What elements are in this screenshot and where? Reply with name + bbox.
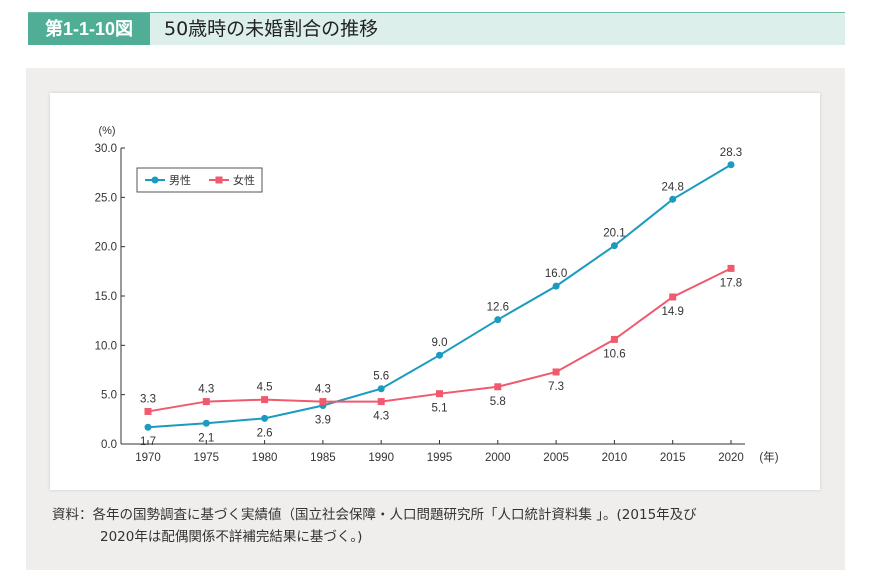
data-point-male (669, 195, 677, 203)
data-label: 1.7 (140, 436, 156, 448)
data-label: 20.1 (603, 228, 625, 240)
data-label: 2.1 (198, 432, 214, 444)
line-chart: 0.0 5.0 10.0 15.0 20.0 25.0 30.0 (%) 1970 1975 198… (95, 125, 779, 464)
data-point-female (202, 398, 210, 406)
data-label: 17.8 (720, 277, 742, 289)
x-tick-label: 2015 (660, 452, 686, 464)
data-point-male (727, 161, 735, 169)
data-label: 10.6 (603, 348, 625, 360)
source-note: 資料：各年の国勢調査に基づく実績値（国立社会保障・人口問題研究所「人口統計資料集… (52, 504, 697, 548)
data-point-female (727, 264, 735, 272)
data-label: 4.3 (373, 411, 389, 423)
data-point-male (436, 351, 443, 359)
series-line-male (147, 163, 732, 429)
y-tick-label: 10.0 (95, 340, 117, 352)
data-point-male (261, 414, 269, 422)
data-point-female (610, 335, 618, 343)
data-label: 28.3 (720, 147, 742, 159)
source-line-1: 資料：各年の国勢調査に基づく実績値（国立社会保障・人口問題研究所「人口統計資料集… (52, 507, 697, 523)
data-point-female (552, 368, 560, 376)
data-label: 5.6 (373, 371, 389, 383)
data-label: 5.1 (432, 403, 448, 415)
data-point-female (436, 390, 443, 398)
y-tick-label: 30.0 (95, 143, 117, 155)
x-tick-label: 2020 (718, 452, 744, 464)
legend-label: 男性 (169, 173, 191, 187)
data-label: 12.6 (487, 302, 509, 314)
x-tick-label: 1990 (368, 452, 394, 464)
x-tick-label: 1985 (310, 452, 336, 464)
y-tick-label: 15.0 (95, 291, 117, 303)
data-point-male (377, 385, 385, 393)
data-label: 2.6 (257, 427, 273, 439)
data-point-male (144, 423, 152, 431)
legend-label: 女性 (233, 173, 255, 187)
data-point-male (610, 242, 618, 250)
x-tick-label: 1970 (135, 452, 161, 464)
legend-marker-male (151, 176, 159, 184)
y-tick-label: 20.0 (95, 242, 117, 254)
data-label: 3.3 (140, 393, 156, 405)
figure-number: 第1-1-10図 (28, 13, 150, 45)
x-axis-label: (年) (759, 450, 778, 464)
x-tick-label: 2000 (485, 452, 511, 464)
y-tick-label: 0.0 (101, 439, 117, 451)
data-label: 4.3 (198, 384, 214, 396)
data-point-female (261, 396, 269, 404)
data-label: 9.0 (432, 337, 448, 349)
data-point-female (377, 398, 385, 406)
data-label: 4.5 (257, 382, 273, 394)
data-label: 7.3 (548, 381, 564, 393)
source-line-2: 2020年は配偶関係不詳補完結果に基づく。) (100, 529, 363, 545)
data-point-male (552, 282, 560, 290)
data-label: 14.9 (662, 306, 684, 318)
data-label: 4.3 (315, 384, 331, 396)
data-point-female (319, 398, 327, 406)
chart-panel: 0.0 5.0 10.0 15.0 20.0 25.0 30.0 (%) 1970 1975 198… (50, 93, 820, 490)
x-tick-label: 2010 (602, 452, 628, 464)
data-point-male (202, 419, 210, 427)
y-axis-label: (%) (98, 125, 115, 137)
data-label: 24.8 (662, 181, 684, 193)
data-point-male (494, 316, 502, 324)
x-tick-label: 1975 (194, 452, 220, 464)
data-point-female (494, 383, 502, 391)
data-point-female (144, 407, 152, 415)
data-point-female (669, 293, 677, 301)
title-bar: 第1-1-10図 50歳時の未婚割合の推移 (28, 12, 845, 45)
data-label: 3.9 (315, 415, 331, 427)
x-tick-label: 2005 (543, 452, 569, 464)
figure-container: 0.0 5.0 10.0 15.0 20.0 25.0 30.0 (%) 1970 1975 198… (26, 68, 845, 570)
data-label: 5.8 (490, 396, 506, 408)
y-tick-label: 25.0 (95, 192, 117, 204)
legend-marker-female (215, 176, 223, 184)
x-tick-label: 1995 (427, 452, 453, 464)
x-tick-label: 1980 (252, 452, 278, 464)
y-tick-label: 5.0 (101, 390, 117, 402)
data-label: 16.0 (545, 268, 567, 280)
page-title: 50歳時の未婚割合の推移 (164, 18, 379, 40)
